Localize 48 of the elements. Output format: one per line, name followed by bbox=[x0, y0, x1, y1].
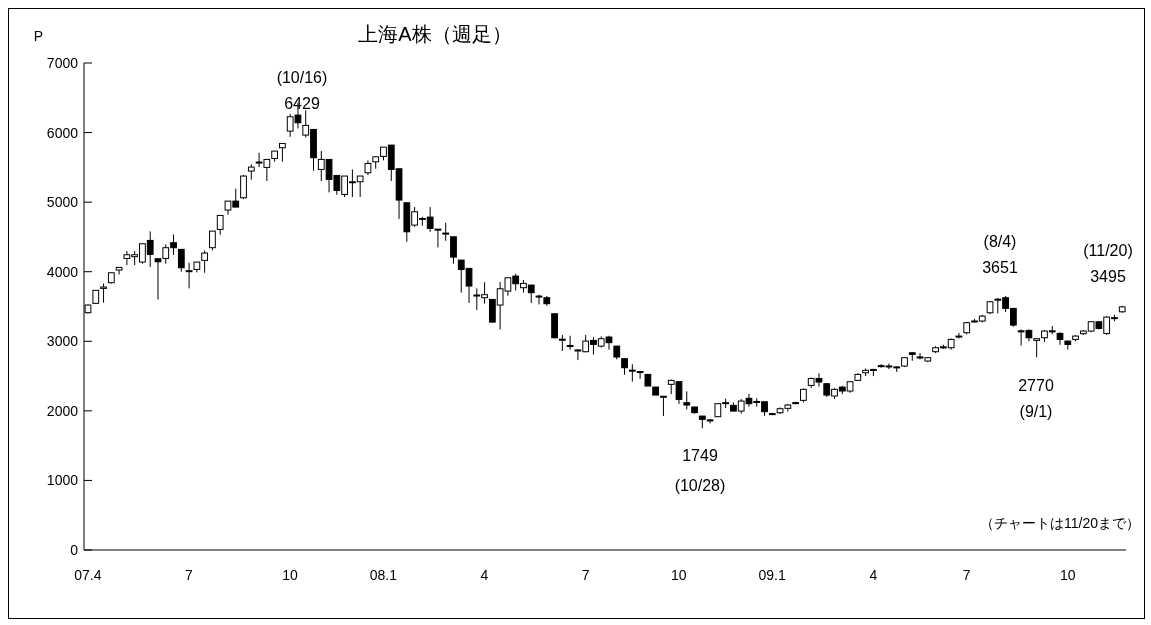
y-axis-title: P bbox=[33, 28, 44, 44]
x-tick-label: 4 bbox=[480, 566, 489, 583]
y-tick-label: 5000 bbox=[46, 194, 79, 211]
candlestick bbox=[660, 395, 667, 417]
candlestick bbox=[683, 390, 691, 410]
annotation: (9/1) bbox=[1019, 402, 1053, 420]
candlestick bbox=[177, 248, 185, 273]
annotation: （チャートは11/20まで） bbox=[980, 515, 1140, 531]
candlestick bbox=[240, 174, 247, 200]
annotation: 3651 bbox=[982, 258, 1018, 276]
annotation: (8/4) bbox=[983, 232, 1017, 250]
annotation: 6429 bbox=[284, 94, 320, 112]
x-tick-label: 10 bbox=[282, 566, 299, 583]
candlestick bbox=[216, 214, 224, 236]
y-tick-label: 0 bbox=[70, 541, 79, 558]
x-tick-label: 10 bbox=[1059, 566, 1076, 583]
candlestick bbox=[566, 335, 574, 351]
candlestick bbox=[185, 262, 193, 289]
candlestick bbox=[955, 332, 963, 339]
chart-title: 上海A株（週足） bbox=[358, 23, 512, 45]
x-tick-label: 10 bbox=[671, 566, 687, 583]
x-tick-label: 7 bbox=[185, 566, 194, 583]
x-tick-label: 09.1 bbox=[758, 566, 787, 583]
y-tick-label: 3000 bbox=[46, 333, 79, 350]
y-tick-label: 7000 bbox=[46, 54, 79, 71]
candlestick bbox=[209, 230, 216, 251]
annotation: (10/16) bbox=[276, 68, 328, 86]
x-tick-label: 08.1 bbox=[369, 566, 398, 583]
x-tick-label: 07.4 bbox=[74, 566, 102, 583]
annotation: 1749 bbox=[682, 446, 718, 464]
candlestick bbox=[551, 313, 558, 339]
y-tick-label: 1000 bbox=[46, 472, 79, 489]
candlestick bbox=[201, 249, 209, 274]
x-tick-label: 7 bbox=[581, 566, 590, 583]
annotation: 3495 bbox=[1090, 267, 1126, 285]
annotation: (11/20) bbox=[1083, 241, 1133, 259]
annotation: 2770 bbox=[1018, 376, 1054, 394]
candlestick bbox=[100, 283, 107, 304]
x-tick-label: 7 bbox=[962, 566, 971, 583]
x-tick-label: 4 bbox=[869, 566, 878, 583]
y-tick-label: 6000 bbox=[46, 124, 79, 141]
candlestick bbox=[1056, 331, 1064, 346]
candlestick bbox=[279, 142, 286, 163]
y-tick-label: 2000 bbox=[46, 402, 79, 419]
candlestick bbox=[450, 236, 457, 265]
annotation: (10/28) bbox=[674, 476, 726, 494]
candlestick bbox=[1033, 338, 1041, 358]
y-tick-label: 4000 bbox=[46, 263, 79, 280]
